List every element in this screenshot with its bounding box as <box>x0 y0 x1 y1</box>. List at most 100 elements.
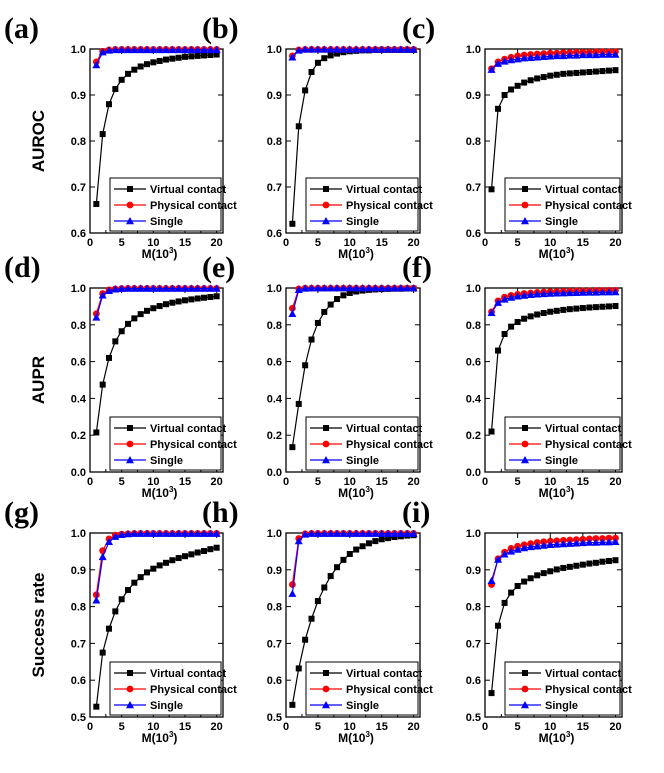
marker-triangle <box>339 529 348 537</box>
series-physical-contact <box>92 529 221 599</box>
marker-square <box>592 559 599 566</box>
series-line <box>95 532 217 595</box>
marker-square <box>359 543 366 550</box>
marker-triangle <box>611 50 620 58</box>
legend-label: Virtual contact <box>545 668 622 680</box>
marker-square <box>573 69 580 76</box>
marker-triangle <box>313 45 322 53</box>
marker-triangle <box>377 284 386 292</box>
marker-triangle <box>326 284 335 292</box>
plot-area <box>288 284 418 451</box>
marker-square <box>163 559 169 566</box>
marker-triangle <box>333 45 342 53</box>
marker-triangle <box>124 45 132 54</box>
marker-square <box>125 70 131 77</box>
marker-square <box>514 582 521 589</box>
y-tick-label: 0.8 <box>267 320 282 332</box>
marker-square <box>314 59 321 66</box>
marker-square <box>586 304 593 311</box>
marker-triangle <box>212 45 221 54</box>
marker-square <box>194 549 201 556</box>
y-axis-label: AUROC <box>29 110 48 172</box>
legend-label: Physical contact <box>346 439 433 451</box>
legend-entry: Physical contact <box>114 200 237 212</box>
x-tick-label: 5 <box>515 476 521 488</box>
marker-triangle <box>604 538 613 546</box>
marker-square <box>175 54 182 61</box>
marker-triangle <box>358 529 367 537</box>
marker-square <box>308 615 315 622</box>
panel-g: (g) 0 5 10 15 20 0.5 0.6 0.7 0.8 0.9 1.0 M(103) Succe… <box>4 496 237 745</box>
series-virtual-contact <box>488 557 619 697</box>
marker-triangle <box>585 50 594 59</box>
y-tick-label: 0.8 <box>267 602 282 614</box>
marker-triangle <box>500 295 509 303</box>
x-axis-label: M(103) <box>539 730 575 745</box>
legend-label: Virtual contact <box>150 184 227 196</box>
marker-square <box>579 305 586 312</box>
legend-label: Virtual contact <box>545 423 622 435</box>
marker-square <box>175 298 182 305</box>
marker-circle <box>605 534 613 542</box>
marker-triangle <box>149 284 158 292</box>
marker-triangle <box>149 45 158 54</box>
y-tick-label: 0.0 <box>466 467 481 479</box>
marker-triangle <box>572 51 581 59</box>
marker-triangle <box>313 284 322 292</box>
marker-triangle <box>143 529 151 537</box>
marker-square <box>144 61 150 68</box>
marker-triangle <box>403 284 412 292</box>
marker-square <box>289 220 296 227</box>
marker-triangle <box>117 530 126 539</box>
marker-square <box>521 315 528 322</box>
marker-square <box>125 587 131 594</box>
marker-square <box>508 589 515 596</box>
marker-triangle <box>352 284 361 292</box>
legend: Virtual contact Physical contact Single <box>109 177 237 232</box>
marker-triangle <box>513 545 522 553</box>
series-single <box>288 284 418 317</box>
marker-square <box>106 354 112 361</box>
marker-triangle <box>206 529 215 537</box>
marker-triangle <box>390 529 399 537</box>
marker-square <box>527 575 534 582</box>
marker-triangle <box>494 555 503 563</box>
panel-h: (h) 0 5 10 15 20 0.5 0.6 0.7 0.8 0.9 1.0 M(103) Virtu… <box>202 496 433 745</box>
legend-entry: Single <box>509 700 578 712</box>
marker-triangle <box>322 456 330 464</box>
series-line <box>95 295 217 433</box>
marker-triangle <box>364 529 373 537</box>
marker-square <box>323 425 329 431</box>
legend-entry: Virtual contact <box>509 668 622 680</box>
marker-square <box>612 303 619 310</box>
marker-triangle <box>206 284 215 292</box>
marker-triangle <box>143 284 151 292</box>
y-tick-label: 0.9 <box>267 565 282 577</box>
x-tick-label: 15 <box>179 476 191 488</box>
y-tick-label: 0.6 <box>466 357 481 369</box>
marker-square <box>321 55 328 62</box>
marker-square <box>501 92 508 98</box>
marker-square <box>131 66 138 73</box>
legend-label: Physical contact <box>545 200 632 212</box>
marker-square <box>295 665 302 672</box>
legend-label: Physical contact <box>545 684 632 696</box>
marker-triangle <box>591 538 600 546</box>
x-axis-label: M(103) <box>142 246 178 261</box>
y-tick-label: 0.9 <box>466 90 481 102</box>
marker-triangle <box>187 529 196 537</box>
x-tick-label: 10 <box>344 237 356 249</box>
y-tick-label: 0.7 <box>267 182 282 194</box>
marker-square <box>150 59 157 66</box>
x-tick-label: 10 <box>147 721 159 733</box>
legend: Virtual contact Physical contact Single <box>109 661 237 716</box>
marker-square <box>302 636 309 643</box>
marker-triangle <box>126 456 134 464</box>
x-tick-label: 20 <box>211 721 223 733</box>
marker-triangle <box>604 50 613 58</box>
marker-square <box>501 599 508 606</box>
marker-square <box>334 296 341 303</box>
marker-square <box>540 310 547 317</box>
legend: Virtual contact Physical contact Single <box>504 661 632 716</box>
marker-triangle <box>212 284 221 292</box>
